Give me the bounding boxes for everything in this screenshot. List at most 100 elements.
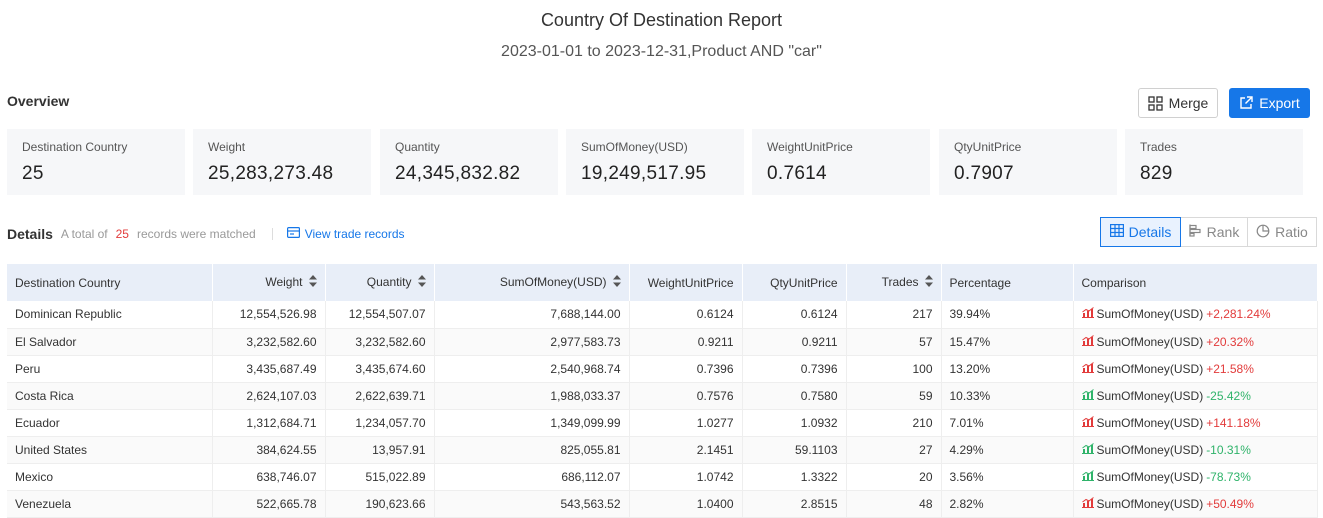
table-icon	[1109, 224, 1124, 240]
cell-trades: 100	[846, 355, 942, 383]
cell-trades: 20	[846, 463, 942, 491]
cell-percentage: 4.29%	[941, 436, 1074, 464]
cell-comparison: SumOfMoney(USD) +21.58%	[1073, 355, 1318, 383]
comparison-change: -78.73%	[1206, 469, 1251, 484]
records-note-suffix: records were matched	[136, 227, 256, 241]
table-row: Mexico 638,746.07 515,022.89 686,112.07 1.07…	[7, 463, 1318, 491]
sort-icon[interactable]	[308, 275, 317, 290]
col-header-percentage: Percentage	[941, 264, 1074, 301]
card-label: WeightUnitPrice	[767, 140, 853, 154]
cell-sum-of-money: 1,988,033.37	[434, 382, 630, 410]
card-label: SumOfMoney(USD)	[581, 140, 688, 154]
cell-comparison: SumOfMoney(USD) -78.73%	[1073, 463, 1318, 491]
cell-comparison: SumOfMoney(USD) -10.31%	[1073, 436, 1318, 464]
cell-trades: 57	[846, 328, 942, 356]
cell-percentage: 15.47%	[941, 328, 1074, 356]
comparison-label: SumOfMoney(USD)	[1096, 496, 1204, 511]
export-button[interactable]: Export	[1229, 88, 1310, 118]
cell-weight: 384,624.55	[212, 436, 326, 464]
col-header-weight[interactable]: Weight	[212, 264, 326, 301]
table-row: El Salvador 3,232,582.60 3,232,582.60 2,977…	[7, 328, 1318, 356]
overview-card: Trades 829	[1125, 129, 1303, 195]
card-value: 25,283,273.48	[208, 163, 334, 184]
cell-qty-unit-price: 0.9211	[742, 328, 847, 356]
cell-country: Costa Rica	[7, 382, 213, 410]
cell-percentage: 7.01%	[941, 409, 1074, 437]
col-header-trades[interactable]: Trades	[846, 264, 942, 301]
cell-weight: 1,312,684.71	[212, 409, 326, 437]
cell-country: United States	[7, 436, 213, 464]
cell-trades: 27	[846, 436, 942, 464]
card-value: 25	[22, 163, 44, 184]
view-tabs: Details Rank Ratio	[1100, 217, 1317, 247]
records-count: 25	[115, 227, 129, 241]
cell-percentage: 2.82%	[941, 490, 1074, 518]
comparison-label: SumOfMoney(USD)	[1096, 361, 1204, 376]
comparison-label: SumOfMoney(USD)	[1096, 307, 1204, 322]
overview-card: WeightUnitPrice 0.7614	[752, 129, 930, 195]
cell-weight-unit-price: 0.7576	[629, 382, 743, 410]
tab-details-label: Details	[1128, 224, 1172, 240]
cell-weight: 3,435,687.49	[212, 355, 326, 383]
card-value: 19,249,517.95	[581, 163, 707, 184]
cell-qty-unit-price: 0.6124	[742, 301, 847, 329]
table-row: United States 384,624.55 13,957.91 825,055.…	[7, 436, 1318, 464]
table-header-row: Destination Country Weight Quantity SumO…	[7, 264, 1318, 301]
cell-qty-unit-price: 0.7396	[742, 355, 847, 383]
export-label: Export	[1259, 95, 1300, 111]
tab-rank[interactable]: Rank	[1180, 217, 1248, 247]
col-header-quantity[interactable]: Quantity	[325, 264, 435, 301]
cell-country: Ecuador	[7, 409, 213, 437]
comparison-label: SumOfMoney(USD)	[1096, 442, 1204, 457]
overview-card: Destination Country 25	[7, 129, 185, 195]
comparison-label: SumOfMoney(USD)	[1096, 388, 1204, 403]
trend-up-chart-icon	[1081, 361, 1094, 376]
cell-quantity: 190,623.66	[325, 490, 435, 518]
card-label: Trades	[1140, 140, 1177, 154]
card-value: 829	[1140, 163, 1173, 184]
cell-sum-of-money: 2,977,583.73	[434, 328, 630, 356]
cell-comparison: SumOfMoney(USD) +20.32%	[1073, 328, 1318, 356]
col-header-sum-of-money[interactable]: SumOfMoney(USD)	[434, 264, 630, 301]
records-icon	[286, 227, 300, 241]
tab-rank-label: Rank	[1206, 224, 1240, 240]
cell-quantity: 1,234,057.70	[325, 409, 435, 437]
cell-country: Venezuela	[7, 490, 213, 518]
tab-ratio[interactable]: Ratio	[1247, 217, 1317, 247]
trend-up-chart-icon	[1081, 415, 1094, 430]
cell-sum-of-money: 686,112.07	[434, 463, 630, 491]
sort-icon[interactable]	[924, 275, 933, 290]
cell-qty-unit-price: 1.3322	[742, 463, 847, 491]
cell-percentage: 3.56%	[941, 463, 1074, 491]
cell-qty-unit-price: 59.1103	[742, 436, 847, 464]
cell-sum-of-money: 1,349,099.99	[434, 409, 630, 437]
pie-icon	[1256, 224, 1270, 241]
cell-sum-of-money: 2,540,968.74	[434, 355, 630, 383]
card-value: 0.7614	[767, 163, 827, 184]
cell-qty-unit-price: 2.8515	[742, 490, 847, 518]
report-subtitle: 2023-01-01 to 2023-12-31,Product AND "ca…	[501, 43, 822, 60]
cell-country: Peru	[7, 355, 213, 383]
cell-sum-of-money: 7,688,144.00	[434, 301, 630, 329]
export-icon	[1239, 96, 1253, 110]
cell-sum-of-money: 543,563.52	[434, 490, 630, 518]
sort-icon[interactable]	[612, 275, 621, 290]
cell-trades: 217	[846, 301, 942, 329]
cell-quantity: 3,435,674.60	[325, 355, 435, 383]
view-trade-records-link[interactable]: View trade records	[286, 227, 405, 241]
table-row: Venezuela 522,665.78 190,623.66 543,563.52 1…	[7, 490, 1318, 518]
card-label: Destination Country	[22, 140, 128, 154]
merge-button[interactable]: Merge	[1138, 88, 1218, 118]
divider	[271, 228, 273, 240]
cell-country: El Salvador	[7, 328, 213, 356]
comparison-change: +21.58%	[1206, 361, 1254, 376]
report-title: Country Of Destination Report	[540, 10, 783, 30]
cell-comparison: SumOfMoney(USD) -25.42%	[1073, 382, 1318, 410]
table-row: Peru 3,435,687.49 3,435,674.60 2,540,968.74…	[7, 355, 1318, 383]
col-header-qty-unit-price: QtyUnitPrice	[742, 264, 847, 301]
cell-weight: 12,554,526.98	[212, 301, 326, 329]
cell-quantity: 3,232,582.60	[325, 328, 435, 356]
card-value: 24,345,832.82	[395, 163, 521, 184]
sort-icon[interactable]	[417, 275, 426, 290]
tab-details[interactable]: Details	[1100, 217, 1181, 247]
